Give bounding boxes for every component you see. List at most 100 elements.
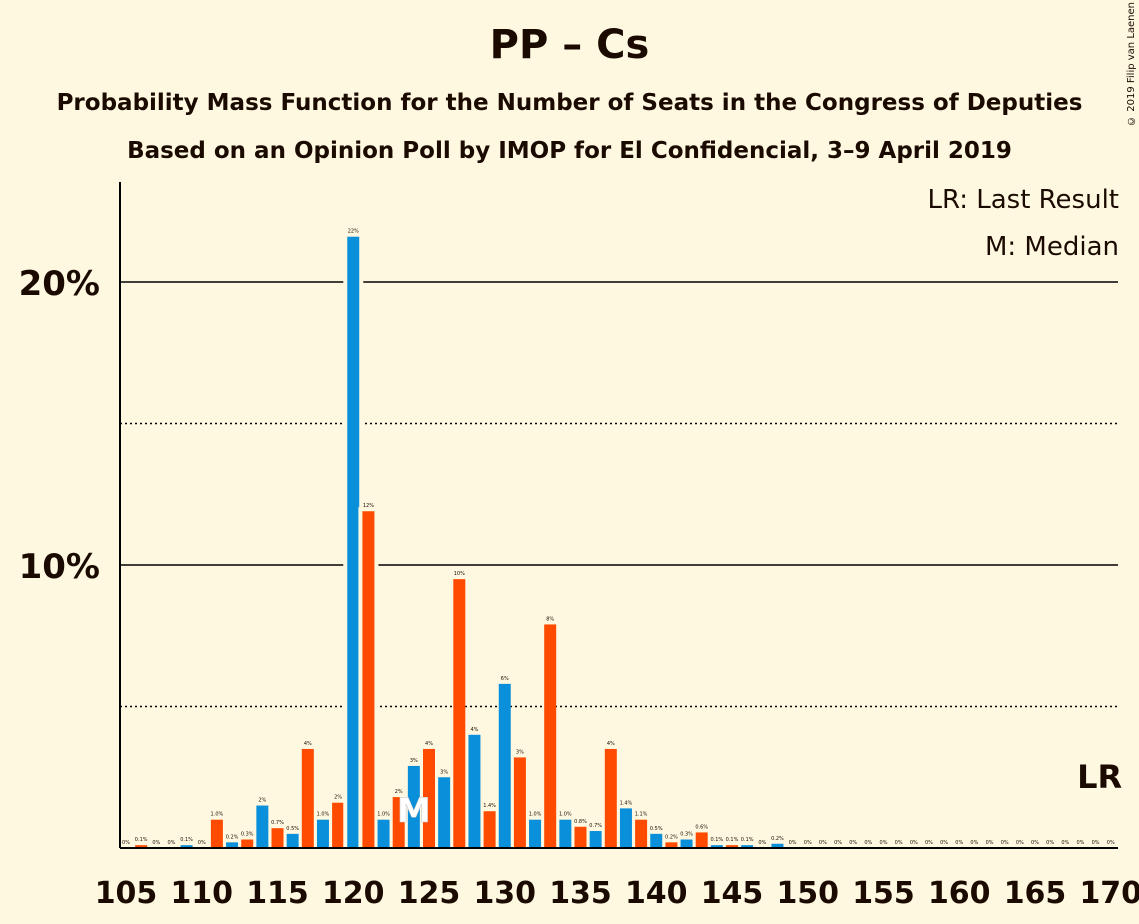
bar	[453, 579, 466, 848]
bar-value-label: 0.6%	[695, 824, 708, 830]
bar-value-label: 0%	[1107, 840, 1115, 846]
bar-value-label: 0%	[1016, 840, 1024, 846]
bar-value-label: 0%	[834, 840, 842, 846]
bar-value-label: 12%	[363, 503, 374, 509]
bar-value-label: 1.0%	[211, 812, 224, 818]
bar-value-label: 0.3%	[680, 832, 693, 838]
bar-value-label: 0.5%	[286, 826, 299, 832]
bar	[483, 811, 496, 848]
bar-value-label: 0.3%	[241, 832, 254, 838]
x-tick-label: 150	[776, 876, 839, 911]
bar-value-label: 0%	[864, 840, 872, 846]
bar	[574, 826, 587, 848]
bar-value-label: 0%	[910, 840, 918, 846]
bar-value-label: 0%	[1001, 840, 1009, 846]
bar-value-label: 0%	[895, 840, 903, 846]
bar	[498, 683, 511, 848]
bar	[680, 839, 693, 848]
bar-value-label: 0%	[167, 840, 175, 846]
bar-value-label: 0.1%	[135, 837, 148, 843]
x-tick-label: 110	[170, 876, 233, 911]
bar-value-label: 4%	[607, 741, 615, 747]
x-tick-label: 160	[928, 876, 991, 911]
bar	[316, 819, 329, 848]
bar-value-label: 6%	[501, 676, 509, 682]
bar-value-label: 0%	[1076, 840, 1084, 846]
bar	[256, 805, 269, 848]
median-marker: M	[397, 791, 431, 831]
bar-value-label: 0.1%	[710, 837, 723, 843]
legend-last-result: LR: Last Result	[927, 185, 1119, 215]
x-tick-label: 115	[246, 876, 309, 911]
bar	[665, 842, 678, 848]
bar-value-label: 0%	[1031, 840, 1039, 846]
bar	[544, 624, 557, 848]
legend-median: M: Median	[984, 232, 1119, 262]
bar-value-label: 2%	[258, 798, 266, 804]
x-tick-label: 140	[625, 876, 688, 911]
bar-value-label: 0%	[198, 840, 206, 846]
last-result-marker: LR	[1077, 758, 1122, 796]
bar	[362, 511, 375, 848]
bar-value-label: 0%	[758, 840, 766, 846]
bar	[392, 797, 405, 848]
x-tick-label: 120	[322, 876, 385, 911]
bar	[438, 777, 451, 848]
bar-value-label: 0.5%	[650, 826, 663, 832]
bar-value-label: 1.4%	[483, 803, 496, 809]
bar	[726, 845, 738, 848]
bar-value-label: 0%	[986, 840, 994, 846]
bar	[135, 845, 148, 848]
bar	[468, 734, 481, 848]
bar-value-label: 4%	[470, 727, 478, 733]
bar-value-label: 0%	[970, 840, 978, 846]
bar-value-label: 0%	[849, 840, 857, 846]
x-tick-label: 165	[1004, 876, 1067, 911]
chart-title: PP – Cs	[489, 22, 650, 68]
bar-value-label: 2%	[395, 789, 403, 795]
bar	[226, 842, 239, 848]
bar-value-label: 1.4%	[620, 800, 633, 806]
bar	[180, 845, 193, 848]
bar-value-label: 0%	[152, 840, 160, 846]
bar-value-label: 0%	[122, 840, 130, 846]
chart-subtitle-1: Probability Mass Function for the Number…	[56, 90, 1083, 116]
bar	[301, 748, 314, 848]
bar-value-label: 0%	[955, 840, 963, 846]
bar-value-label: 0.1%	[180, 837, 193, 843]
bar	[710, 845, 723, 848]
bar-value-label: 0.1%	[726, 837, 739, 843]
bar-value-label: 0.8%	[574, 819, 587, 825]
bar-value-label: 0%	[1092, 840, 1100, 846]
bar-value-label: 3%	[410, 758, 418, 764]
bar-value-label: 10%	[454, 571, 465, 577]
bar-value-label: 0%	[819, 840, 827, 846]
x-tick-label: 155	[852, 876, 915, 911]
chart-subtitle-2: Based on an Opinion Poll by IMOP for El …	[127, 138, 1012, 164]
x-tick-label: 125	[398, 876, 461, 911]
bar-value-label: 8%	[546, 616, 554, 622]
bar-value-label: 0.2%	[771, 836, 784, 842]
y-tick-label: 20%	[19, 264, 100, 304]
bar	[513, 757, 526, 848]
bar	[589, 831, 602, 848]
bar-value-label: 1.0%	[377, 812, 390, 818]
bar	[529, 819, 542, 848]
bar	[423, 748, 435, 848]
bar-value-label: 0%	[789, 840, 797, 846]
bar	[771, 843, 784, 848]
bar-value-label: 0.2%	[226, 834, 239, 840]
bar-value-label: 2%	[334, 795, 342, 801]
bar	[332, 802, 345, 848]
bar-value-label: 3%	[516, 749, 524, 755]
bar	[604, 748, 617, 848]
x-tick-label: 105	[95, 876, 158, 911]
bar-value-label: 0%	[804, 840, 812, 846]
bar	[635, 819, 648, 848]
bar	[650, 833, 663, 848]
bar-value-label: 3%	[440, 769, 448, 775]
bar	[695, 832, 708, 848]
bar-value-label: 0%	[1046, 840, 1054, 846]
bar-value-label: 0.2%	[665, 834, 678, 840]
